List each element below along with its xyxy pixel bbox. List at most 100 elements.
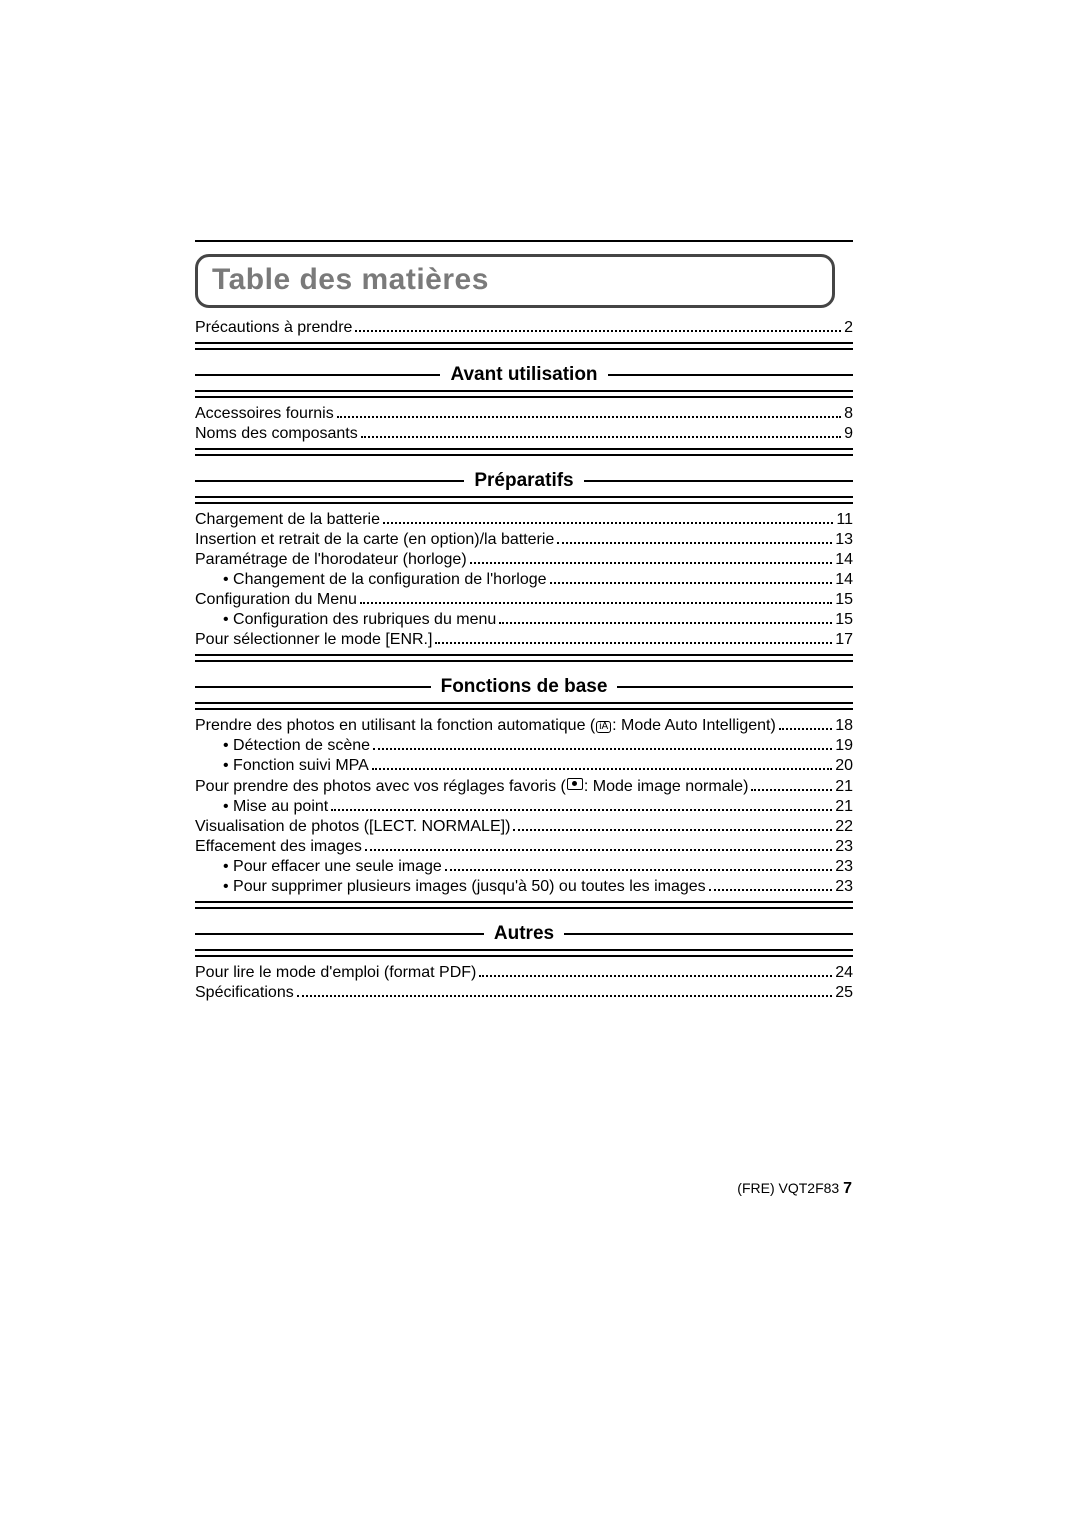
toc-row: Prendre des photos en utilisant la fonct…: [195, 718, 853, 734]
toc-leader-dots: [557, 542, 832, 544]
toc-title-box: Table des matières: [195, 254, 835, 308]
toc-entry-page: 11: [836, 512, 853, 528]
toc-entry-label: Accessoires fournis: [195, 406, 334, 422]
toc-leader-dots: [709, 889, 833, 891]
heading-rule-left: [195, 933, 484, 935]
toc-entry-page: 2: [844, 320, 853, 336]
section-separator-rule: [195, 901, 853, 909]
toc-entry-label: Chargement de la batterie: [195, 512, 380, 528]
heading-rule-left: [195, 374, 440, 376]
toc-leader-dots: [331, 809, 832, 811]
intelligent-auto-icon: iA: [596, 721, 611, 733]
section-heading-label: Fonctions de base: [441, 676, 608, 698]
toc-leader-dots: [297, 995, 832, 997]
toc-leader-dots: [470, 562, 833, 564]
heading-rule-right: [608, 374, 853, 376]
toc-title: Table des matières: [212, 263, 489, 296]
content-area: Table des matières Précautions à prendre…: [195, 240, 853, 1005]
toc-section-entries: Chargement de la batterie 11 Insertion et …: [195, 512, 853, 648]
toc-entry-label: • Détection de scène: [223, 738, 370, 754]
toc-leader-dots: [373, 748, 832, 750]
toc-entry-page: 21: [835, 779, 853, 795]
section-heading-label: Préparatifs: [474, 470, 573, 492]
toc-row: • Pour supprimer plusieurs images (jusqu…: [195, 879, 853, 895]
footer-page-number: 7: [843, 1180, 852, 1197]
toc-leader-dots: [779, 728, 832, 730]
toc-entry-label: • Pour supprimer plusieurs images (jusqu…: [223, 879, 706, 895]
toc-entry-label: Configuration du Menu: [195, 592, 357, 608]
toc-entry-label: Précautions à prendre: [195, 320, 352, 336]
top-horizontal-rule: [195, 240, 853, 242]
heading-rule-right: [564, 933, 853, 935]
toc-row: • Mise au point 21: [195, 799, 853, 815]
camera-mode-icon: [567, 778, 583, 790]
toc-entry-page: 23: [835, 859, 853, 875]
toc-row: Configuration du Menu 15: [195, 592, 853, 608]
toc-top-entries: Précautions à prendre 2: [195, 320, 853, 336]
section-heading: Autres: [195, 923, 853, 957]
section-separator-rule: [195, 448, 853, 456]
toc-entry-label: Pour prendre des photos avec vos réglage…: [195, 778, 748, 795]
toc-leader-dots: [355, 330, 841, 332]
toc-row: Accessoires fournis8: [195, 406, 853, 422]
toc-row: Pour lire le mode d'emploi (format PDF) 2…: [195, 965, 853, 981]
toc-entry-label: • Pour effacer une seule image: [223, 859, 442, 875]
toc-entry-label: Visualisation de photos ([LECT. NORMALE]…: [195, 819, 510, 835]
toc-row: • Fonction suivi MPA 20: [195, 758, 853, 774]
toc-leader-dots: [365, 849, 832, 851]
toc-row: • Pour effacer une seule image 23: [195, 859, 853, 875]
section-heading: Avant utilisation: [195, 364, 853, 398]
section-separator-rule: [195, 654, 853, 662]
section-heading: Fonctions de base: [195, 676, 853, 710]
toc-entry-label: Noms des composants: [195, 426, 358, 442]
toc-entry-page: 23: [835, 879, 853, 895]
toc-leader-dots: [361, 436, 841, 438]
toc-row: Insertion et retrait de la carte (en opt…: [195, 532, 853, 548]
toc-row: Chargement de la batterie 11: [195, 512, 853, 528]
toc-leader-dots: [550, 582, 833, 584]
toc-entry-label: Prendre des photos en utilisant la fonct…: [195, 718, 776, 734]
toc-entry-page: 9: [844, 426, 853, 442]
toc-entry-page: 22: [835, 819, 853, 835]
toc-entry-page: 14: [835, 572, 853, 588]
toc-entry-label: Effacement des images: [195, 839, 362, 855]
section-heading-label: Autres: [494, 923, 554, 945]
toc-leader-dots: [751, 789, 832, 791]
toc-row: • Détection de scène19: [195, 738, 853, 754]
section-heading-label: Avant utilisation: [450, 364, 597, 386]
toc-entry-page: 14: [835, 552, 853, 568]
toc-entry-page: 21: [835, 799, 853, 815]
toc-row: • Changement de la configuration de l'ho…: [195, 572, 853, 588]
toc-entry-page: 24: [835, 965, 853, 981]
toc-entry-page: 15: [835, 592, 853, 608]
heading-underline-double: [195, 496, 853, 504]
manual-page: Table des matières Précautions à prendre…: [0, 0, 1080, 1526]
toc-leader-dots: [479, 975, 832, 977]
heading-rule-left: [195, 686, 431, 688]
toc-row: Paramétrage de l'horodateur (horloge)14: [195, 552, 853, 568]
heading-rule-left: [195, 480, 464, 482]
heading-rule-right: [617, 686, 853, 688]
toc-leader-dots: [360, 602, 832, 604]
toc-leader-dots: [337, 416, 841, 418]
toc-entry-page: 18: [835, 718, 853, 734]
toc-leader-dots: [445, 869, 832, 871]
toc-leader-dots: [513, 829, 832, 831]
heading-underline-double: [195, 702, 853, 710]
toc-sections: Avant utilisation Accessoires fournis8 Nom…: [195, 342, 853, 1001]
heading-underline-double: [195, 390, 853, 398]
toc-leader-dots: [383, 522, 833, 524]
section-heading: Préparatifs: [195, 470, 853, 504]
footer-lang: (FRE): [737, 1180, 774, 1196]
toc-entry-label: • Fonction suivi MPA: [223, 758, 369, 774]
toc-entry-page: 20: [835, 758, 853, 774]
toc-row: Effacement des images23: [195, 839, 853, 855]
toc-entry-label: • Mise au point: [223, 799, 328, 815]
toc-entry-label: Spécifications: [195, 985, 294, 1001]
toc-entry-page: 25: [835, 985, 853, 1001]
toc-row: • Configuration des rubriques du menu15: [195, 612, 853, 628]
toc-entry-label: Pour sélectionner le mode [ENR.]: [195, 632, 432, 648]
heading-underline-double: [195, 949, 853, 957]
footer-doc: VQT2F83: [779, 1180, 840, 1196]
toc-entry-label: Pour lire le mode d'emploi (format PDF): [195, 965, 476, 981]
